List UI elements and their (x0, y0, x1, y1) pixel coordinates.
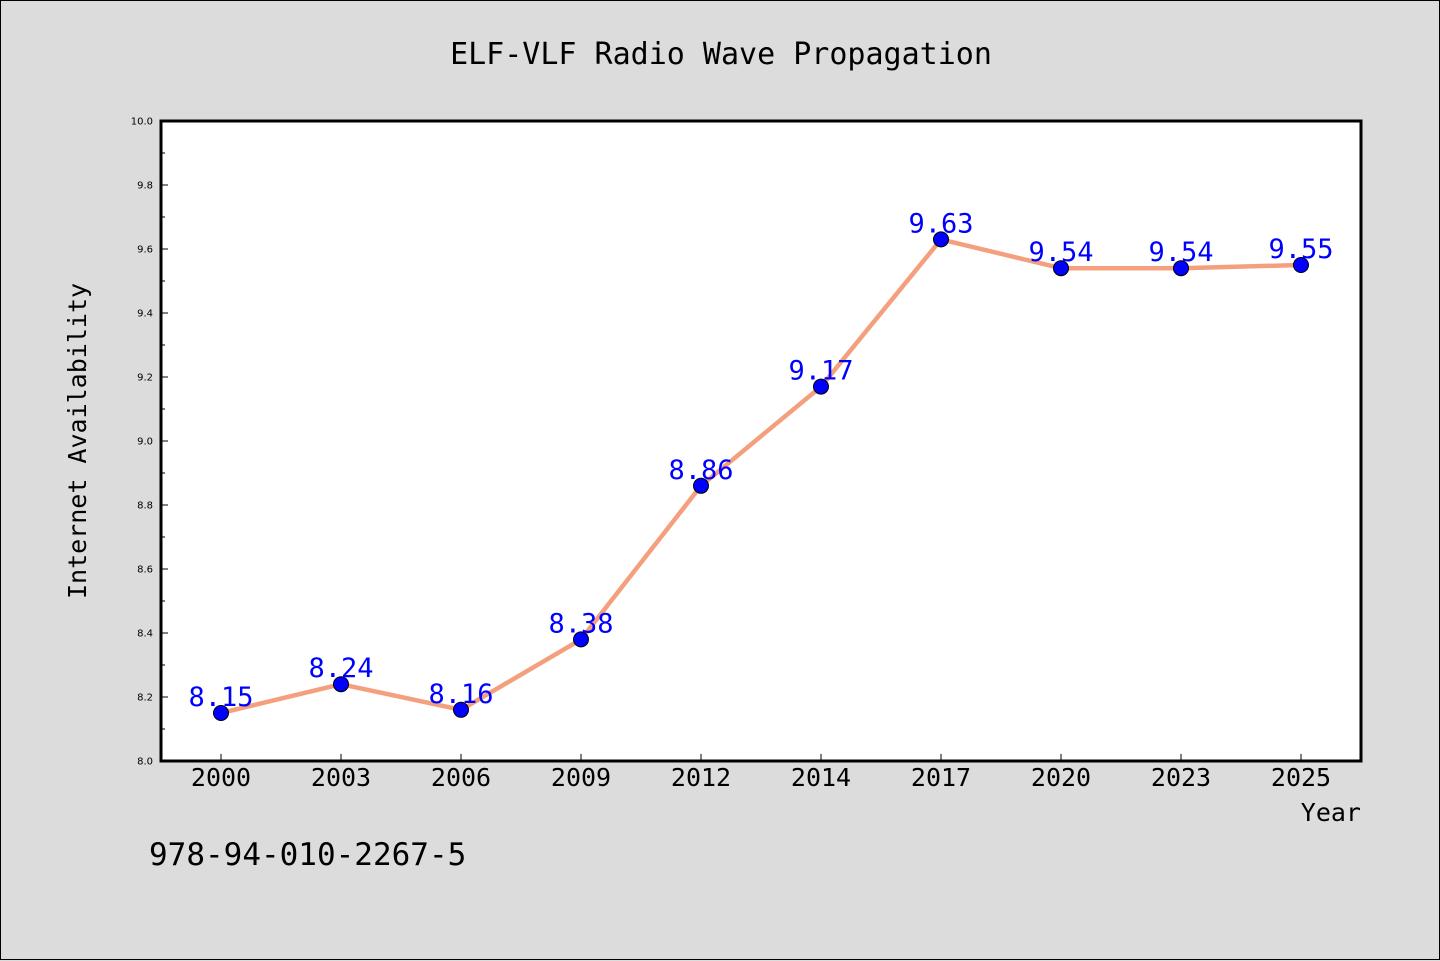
data-point (1293, 257, 1309, 273)
y-tick-label: 8.4 (137, 629, 153, 640)
data-label: 8.38 (548, 608, 613, 639)
data-label: 8.24 (308, 653, 373, 684)
y-tick-label: 9.6 (137, 245, 153, 256)
x-tick-label: 2003 (311, 763, 371, 792)
x-tick-label: 2000 (191, 763, 251, 792)
x-axis-ticks: 2000 2003 2006 2009 2012 2014 2017 2020 2023 2025 (191, 754, 1331, 792)
y-tick-label: 9.8 (137, 181, 153, 192)
data-point (333, 676, 349, 693)
y-tick-label: 9.2 (137, 373, 153, 384)
plot-area (159, 119, 1363, 763)
y-tick-label: 8.2 (137, 693, 153, 704)
x-axis-label: Year (1301, 798, 1361, 827)
x-tick-label: 2020 (1031, 763, 1091, 792)
y-tick-label: 8.8 (137, 501, 153, 512)
y-tick-label: 10.0 (131, 117, 153, 128)
y-tick-label: 9.4 (137, 309, 153, 320)
y-axis-label: Internet Availability (63, 283, 92, 599)
data-label: 9.17 (788, 356, 853, 387)
data-point (813, 378, 829, 395)
y-tick-label: 8.6 (137, 565, 153, 576)
data-point (1173, 260, 1189, 277)
data-point (1053, 260, 1069, 277)
data-point (933, 231, 949, 248)
footer-isbn: 978-94-010-2267-5 (149, 837, 466, 873)
series-line (218, 237, 1304, 716)
x-tick-label: 2017 (911, 763, 971, 792)
data-point (693, 477, 709, 494)
y-tick-label: 8.0 (137, 757, 153, 768)
x-tick-label: 2012 (671, 763, 731, 792)
data-label: 9.54 (1148, 237, 1213, 268)
data-point (573, 631, 589, 648)
x-tick-label: 2009 (551, 763, 611, 792)
x-tick-label: 2014 (791, 763, 851, 792)
chart-title: ELF-VLF Radio Wave Propagation (450, 37, 992, 72)
x-tick-label: 2025 (1271, 763, 1331, 792)
data-labels-group: 8.15 8.24 8.16 8.38 8.86 9.17 9.63 9.54 9.54 9.55 (188, 208, 1333, 713)
series-line-group (218, 237, 1304, 716)
x-tick-label: 2023 (1151, 763, 1211, 792)
data-label: 8.86 (668, 455, 733, 486)
data-label: 8.15 (188, 682, 253, 713)
data-label: 8.16 (428, 679, 493, 710)
x-tick-label: 2006 (431, 763, 491, 792)
data-point (213, 705, 229, 721)
series-markers-group (213, 231, 1309, 721)
data-label: 9.54 (1028, 237, 1093, 268)
y-axis-ticks: 8.0 8.2 8.4 8.6 8.8 9.0 9.2 9.4 9.6 9.8 10.0 (131, 117, 168, 768)
data-point (453, 701, 469, 718)
data-label: 9.63 (908, 208, 973, 239)
data-label: 9.55 (1268, 234, 1333, 265)
y-tick-label: 9.0 (137, 437, 153, 448)
